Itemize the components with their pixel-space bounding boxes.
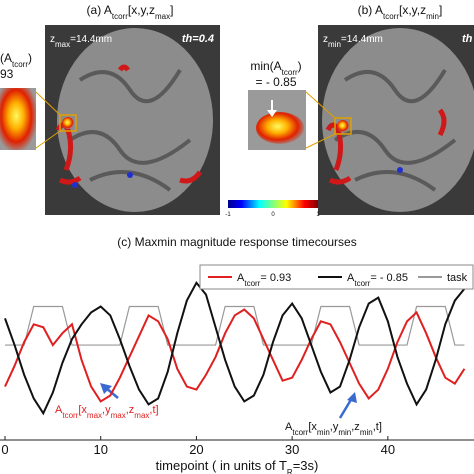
threshold-label: th	[462, 33, 473, 45]
brain-slice-b	[318, 25, 474, 215]
annotation-part: ,z	[351, 421, 360, 433]
zoom-label-part: tcorr	[12, 60, 28, 69]
colorbar-tick-label: 0	[271, 212, 275, 218]
legend-label: task	[447, 272, 468, 284]
depth-label-part: z	[50, 34, 55, 45]
colorbar	[228, 200, 318, 208]
depth-label-part: z	[323, 34, 328, 45]
depth-label: zmax=14.4mm	[50, 34, 112, 49]
annotation-part: A	[285, 421, 293, 433]
annotation-part: A	[55, 404, 63, 416]
annotation-part: tcorr	[292, 428, 308, 437]
legend-label: Atcorr= - 0.85	[347, 272, 408, 288]
depth-label-part: =14.4mm	[341, 34, 383, 45]
series-line	[5, 305, 465, 346]
panel-title-part: ]	[170, 3, 173, 17]
x-axis-label-part: =3s)	[293, 458, 319, 473]
panel-title-part: ]	[439, 3, 442, 17]
brain-slice-a	[45, 25, 220, 215]
chart-title: (c) Maxmin magnitude response timecourse…	[117, 235, 356, 249]
panel-title-part: (a) A	[87, 3, 112, 17]
x-tick-label: 20	[189, 442, 203, 457]
zoom-label-part: (A	[0, 51, 12, 65]
zoom-value: = - 0.85	[255, 75, 296, 89]
series-line	[4, 308, 466, 403]
annotation-part: [x	[308, 421, 317, 433]
annotation-part: ,t]	[149, 404, 158, 416]
legend-label-part: A	[347, 272, 355, 284]
panel-title-part: tcorr	[112, 12, 128, 21]
annotation-part: max	[111, 411, 126, 420]
x-axis-label-part: timepoint ( in units of T	[156, 458, 287, 473]
zoom-label: min(Atcorr)	[250, 59, 301, 77]
annotation-part: ,y	[330, 421, 339, 433]
series-line	[4, 280, 466, 416]
zoom-label-part: min(A	[250, 59, 281, 73]
legend-label: Atcorr= 0.93	[237, 272, 291, 288]
x-tick-label: 0	[1, 442, 8, 457]
annotation-part: max	[134, 411, 149, 420]
panel-title: (b) Atcorr[x,y,zmin]	[358, 3, 443, 21]
panel-title-part: (b) A	[358, 3, 383, 17]
zoom-label-part: tcorr	[282, 68, 298, 77]
annotation: Atcorr[xmax,ymax,zmax,t]	[55, 404, 159, 420]
annotation-part: min	[360, 428, 373, 437]
panel-title-part: tcorr	[383, 12, 399, 21]
zoom-label-part: )	[28, 51, 32, 65]
legend-label-part: task	[447, 272, 468, 284]
x-tick-label: 30	[285, 442, 299, 457]
legend-label-part: tcorr	[354, 279, 370, 288]
panel-title-part: min	[426, 12, 439, 21]
x-tick-label: 10	[93, 442, 107, 457]
threshold-label: th=0.4	[182, 33, 214, 45]
arrow-head	[100, 383, 112, 394]
x-axis-label-part: R	[287, 468, 293, 474]
panel-title-part: max	[155, 12, 170, 21]
zoom-a	[0, 88, 61, 150]
zoom-label-part: )	[298, 59, 302, 73]
arrow-head	[347, 392, 357, 403]
depth-label-part: min	[328, 40, 341, 49]
legend-label-part: = - 0.85	[370, 272, 408, 284]
annotation-part: ,t]	[373, 421, 382, 433]
depth-label: zmin=14.4mm	[323, 34, 383, 49]
panel-title-part: [x,y,z	[128, 3, 155, 17]
annotation-part: min	[338, 428, 351, 437]
legend-label-part: = 0.93	[260, 272, 291, 284]
depth-label-part: =14.4mm	[70, 34, 112, 45]
arrow	[338, 397, 354, 419]
annotation-part: min	[317, 428, 330, 437]
x-tick-label: 40	[381, 442, 395, 457]
annotation-part: max	[87, 411, 102, 420]
annotation-part: ,z	[126, 404, 135, 416]
colorbar-tick-label: 1	[316, 212, 320, 218]
legend-label-part: tcorr	[244, 279, 260, 288]
annotation-part: tcorr	[62, 411, 78, 420]
annotation-part: ,y	[102, 404, 111, 416]
colorbar-tick-label: -1	[225, 212, 231, 218]
legend-label-part: A	[237, 272, 245, 284]
annotation: Atcorr[xmin,ymin,zmin,t]	[285, 421, 382, 437]
x-axis-label: timepoint ( in units of TR=3s)	[156, 458, 319, 474]
zoom-b	[248, 90, 336, 150]
zoom-label: (Atcorr)	[0, 51, 32, 69]
zoom-value: 93	[0, 67, 14, 81]
depth-label-part: max	[55, 40, 70, 49]
annotation-part: [x	[78, 404, 87, 416]
panel-title: (a) Atcorr[x,y,zmax]	[87, 3, 174, 21]
panel-title-part: [x,y,z	[399, 3, 426, 17]
